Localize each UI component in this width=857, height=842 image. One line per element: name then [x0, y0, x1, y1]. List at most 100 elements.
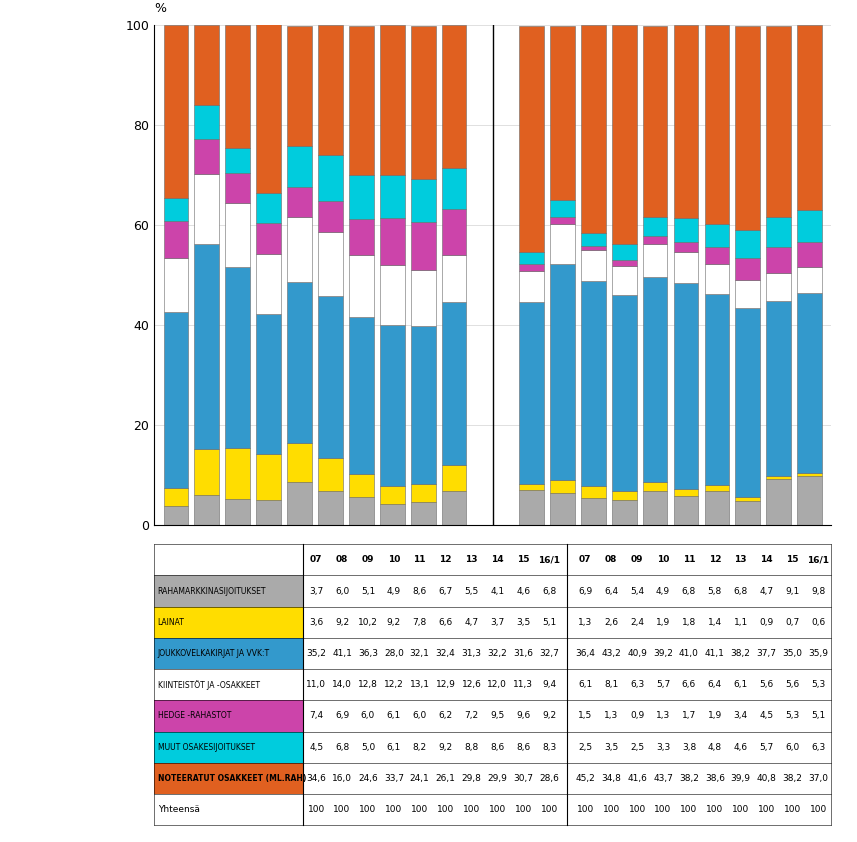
- Text: 15: 15: [517, 556, 530, 564]
- Text: 1,3: 1,3: [604, 711, 619, 721]
- Bar: [766, 247, 791, 273]
- Text: 4,7: 4,7: [759, 587, 774, 595]
- Text: HEDGE -RAHASTOT: HEDGE -RAHASTOT: [158, 711, 231, 721]
- Text: 35,0: 35,0: [782, 649, 802, 658]
- Bar: [612, 295, 637, 491]
- Bar: [349, 174, 374, 219]
- Bar: [797, 25, 822, 210]
- Bar: [303, 701, 831, 732]
- Text: 100: 100: [732, 805, 749, 814]
- Text: 3,4: 3,4: [734, 711, 748, 721]
- Text: 5,6: 5,6: [759, 680, 774, 690]
- Text: 08: 08: [605, 556, 617, 564]
- Bar: [318, 491, 343, 525]
- Text: 6,0: 6,0: [785, 743, 800, 752]
- Bar: [195, 173, 219, 243]
- Bar: [797, 242, 822, 267]
- Bar: [550, 223, 575, 264]
- Text: 41,6: 41,6: [627, 774, 647, 783]
- Text: 6,3: 6,3: [630, 680, 644, 690]
- Text: 9,6: 9,6: [516, 711, 530, 721]
- Text: 16/1: 16/1: [807, 556, 830, 564]
- Bar: [256, 455, 281, 500]
- Bar: [287, 187, 312, 217]
- Bar: [735, 497, 760, 501]
- Bar: [256, 223, 281, 253]
- Bar: [318, 201, 343, 232]
- Bar: [704, 247, 729, 264]
- Bar: [674, 252, 698, 284]
- Bar: [766, 216, 791, 247]
- Text: 35,9: 35,9: [808, 649, 829, 658]
- Text: 41,0: 41,0: [679, 649, 698, 658]
- Text: 1,7: 1,7: [682, 711, 696, 721]
- Text: 11,0: 11,0: [306, 680, 327, 690]
- Text: 29,8: 29,8: [462, 774, 482, 783]
- Text: 29,9: 29,9: [488, 774, 507, 783]
- Bar: [195, 449, 219, 495]
- Bar: [154, 669, 303, 701]
- Text: 0,7: 0,7: [785, 618, 800, 626]
- Bar: [303, 575, 831, 606]
- Bar: [349, 219, 374, 254]
- Text: 07: 07: [310, 556, 322, 564]
- Bar: [441, 302, 466, 466]
- Text: 40,9: 40,9: [627, 649, 647, 658]
- Text: 5,1: 5,1: [542, 618, 556, 626]
- Text: 41,1: 41,1: [333, 649, 352, 658]
- Bar: [380, 486, 405, 504]
- Text: 12,6: 12,6: [462, 680, 482, 690]
- Bar: [797, 294, 822, 472]
- Text: 6,1: 6,1: [578, 680, 592, 690]
- Text: 8,1: 8,1: [604, 680, 619, 690]
- Text: 09: 09: [362, 556, 375, 564]
- Text: 34,8: 34,8: [602, 774, 621, 783]
- Bar: [349, 254, 374, 317]
- Text: 13,1: 13,1: [410, 680, 429, 690]
- Text: 0,9: 0,9: [759, 618, 774, 626]
- Text: 3,5: 3,5: [516, 618, 530, 626]
- Bar: [225, 148, 250, 173]
- Bar: [581, 281, 606, 486]
- Text: 2,5: 2,5: [578, 743, 592, 752]
- Bar: [287, 443, 312, 482]
- Bar: [519, 302, 544, 484]
- Text: 100: 100: [385, 805, 403, 814]
- Bar: [581, 250, 606, 281]
- Bar: [154, 544, 831, 575]
- Bar: [612, 500, 637, 525]
- Text: 38,2: 38,2: [782, 774, 802, 783]
- Text: 13: 13: [734, 556, 747, 564]
- Text: 6,8: 6,8: [542, 587, 556, 595]
- Bar: [380, 217, 405, 265]
- Bar: [287, 217, 312, 282]
- Text: 4,6: 4,6: [734, 743, 748, 752]
- Bar: [550, 493, 575, 525]
- Text: 6,6: 6,6: [439, 618, 452, 626]
- Bar: [766, 26, 791, 216]
- Bar: [643, 236, 668, 244]
- Text: 6,0: 6,0: [361, 711, 375, 721]
- Bar: [349, 317, 374, 474]
- Bar: [643, 277, 668, 482]
- Bar: [154, 606, 303, 638]
- Bar: [195, 25, 219, 105]
- Bar: [287, 282, 312, 443]
- Text: 12,9: 12,9: [435, 680, 456, 690]
- Bar: [411, 484, 435, 502]
- Text: 3,7: 3,7: [490, 618, 505, 626]
- Bar: [164, 198, 189, 221]
- Text: 39,2: 39,2: [653, 649, 673, 658]
- Text: 09: 09: [631, 556, 644, 564]
- Bar: [550, 200, 575, 217]
- Bar: [411, 179, 435, 222]
- Text: 6,7: 6,7: [439, 587, 452, 595]
- Text: 32,2: 32,2: [488, 649, 507, 658]
- Text: 43,7: 43,7: [653, 774, 673, 783]
- Text: 12: 12: [709, 556, 721, 564]
- Bar: [195, 495, 219, 525]
- Text: 4,9: 4,9: [656, 587, 670, 595]
- Bar: [225, 25, 250, 148]
- Text: 100: 100: [784, 805, 801, 814]
- Text: 6,8: 6,8: [682, 587, 696, 595]
